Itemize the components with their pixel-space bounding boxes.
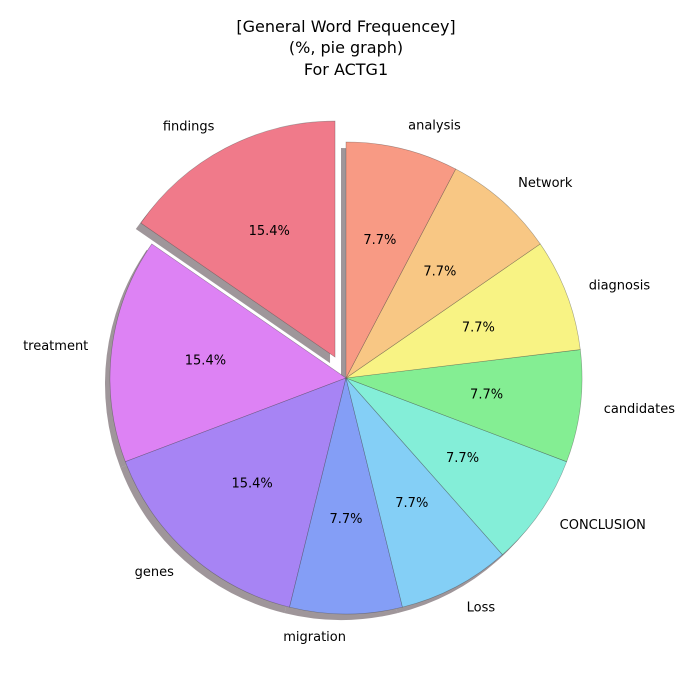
slice-percent-genes: 15.4% — [231, 476, 272, 491]
pie-slice-treatment — [109, 243, 347, 463]
pie-slice-conclusion — [345, 377, 568, 556]
chart-title-line-1: [General Word Frequencey] — [236, 17, 455, 36]
pie-slices-group — [109, 120, 583, 615]
slice-percent-candidates: 7.7% — [470, 388, 503, 403]
pie-slice-loss — [345, 377, 503, 608]
pie-slice-analysis — [345, 141, 457, 379]
slice-percent-loss: 7.7% — [395, 496, 428, 511]
slice-percent-findings: 15.4% — [249, 224, 290, 239]
slice-label-loss: Loss — [467, 600, 496, 615]
slice-percent-analysis: 7.7% — [363, 233, 396, 248]
slice-percent-diagnosis: 7.7% — [462, 320, 495, 335]
slice-label-findings: findings — [163, 120, 215, 135]
slice-percent-network: 7.7% — [423, 265, 456, 280]
slice-label-migration: migration — [283, 630, 346, 645]
slice-label-treatment: treatment — [23, 339, 88, 354]
slice-percent-migration: 7.7% — [329, 512, 362, 527]
slice-percent-treatment: 15.4% — [185, 353, 226, 368]
pie-slice-candidates — [345, 349, 583, 463]
pie-labels-group: findings 15.4% treatment 15.4% genes 15.4% mig… — [23, 118, 675, 645]
pie-slice-migration — [289, 377, 403, 615]
slice-label-network: Network — [518, 176, 573, 191]
pie-slice-diagnosis — [345, 243, 581, 379]
slice-label-candidates: candidates — [604, 402, 676, 417]
chart-title-line-3: For ACTG1 — [304, 60, 388, 79]
chart-title-line-2: (%, pie graph) — [289, 38, 403, 57]
pie-slice-findings — [140, 120, 336, 358]
slice-label-analysis: analysis — [408, 118, 461, 133]
slice-label-diagnosis: diagnosis — [589, 278, 651, 293]
slice-label-conclusion: CONCLUSION — [560, 518, 646, 533]
slice-label-genes: genes — [135, 565, 174, 580]
pie-slice-genes — [124, 377, 347, 608]
slice-percent-conclusion: 7.7% — [446, 451, 479, 466]
pie-slice-network — [345, 168, 541, 379]
